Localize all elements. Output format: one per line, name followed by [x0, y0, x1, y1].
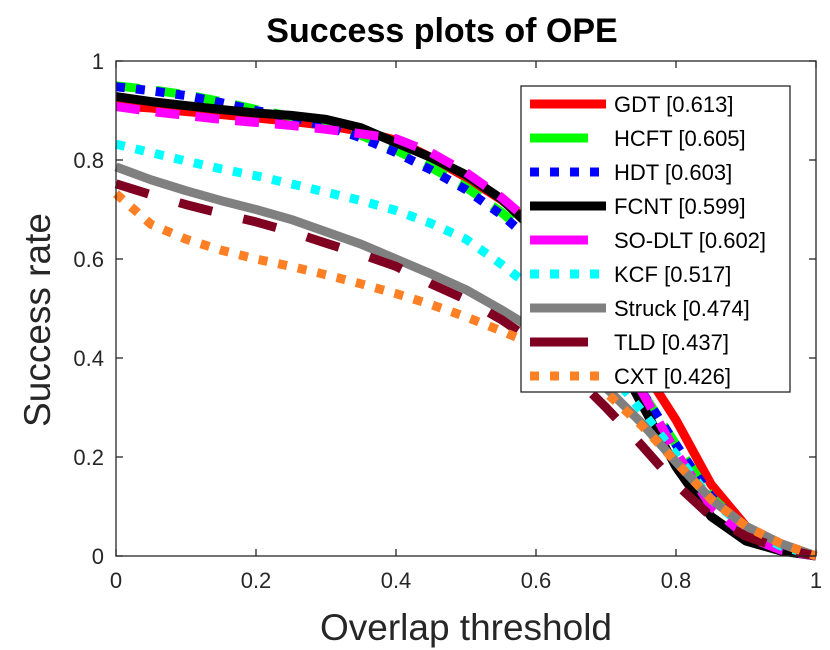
legend-label-tld: TLD [0.437] [614, 330, 729, 355]
y-axis-label: Success rate [17, 213, 58, 427]
y-tick-label: 0.8 [73, 148, 104, 173]
y-tick-label: 0.2 [73, 445, 104, 470]
legend-label-so-dlt: SO-DLT [0.602] [614, 228, 766, 253]
x-tick-label: 0.8 [661, 568, 692, 593]
legend-label-struck: Struck [0.474] [614, 296, 750, 321]
series-line-cxt [113, 190, 818, 561]
tick-labels: 0 0.2 0.4 0.6 0.8 1 0 0.2 0.4 0.6 0.8 1 [73, 49, 822, 593]
x-tick-label: 1 [810, 568, 822, 593]
x-tick-label: 0 [110, 568, 122, 593]
legend-label-cxt: CXT [0.426] [614, 364, 731, 389]
legend-label-hcft: HCFT [0.605] [614, 126, 746, 151]
series-line-hdt [115, 82, 818, 561]
legend-label-fcnt: FCNT [0.599] [614, 194, 746, 219]
chart-title: Success plots of OPE [266, 12, 617, 50]
legend-label-gdt: GDT [0.613] [614, 92, 733, 117]
y-tick-label: 0.4 [73, 346, 104, 371]
y-tick-label: 1 [92, 49, 104, 74]
x-tick-label: 0.4 [381, 568, 412, 593]
series-line-tld [114, 179, 817, 561]
legend-label-kcf: KCF [0.517] [614, 262, 731, 287]
x-tick-label: 0.6 [521, 568, 552, 593]
axes-box [115, 60, 817, 557]
axes [115, 60, 817, 557]
x-tick-label: 0.2 [241, 568, 272, 593]
y-tick-label: 0.6 [73, 247, 104, 272]
legend-label-hdt: HDT [0.603] [614, 160, 732, 185]
x-axis-label: Overlap threshold [320, 607, 612, 648]
series-layer [113, 81, 818, 561]
legend: GDT [0.613] HCFT [0.605] HDT [0.603] FCNT [… [520, 85, 791, 393]
y-tick-label: 0 [92, 544, 104, 569]
